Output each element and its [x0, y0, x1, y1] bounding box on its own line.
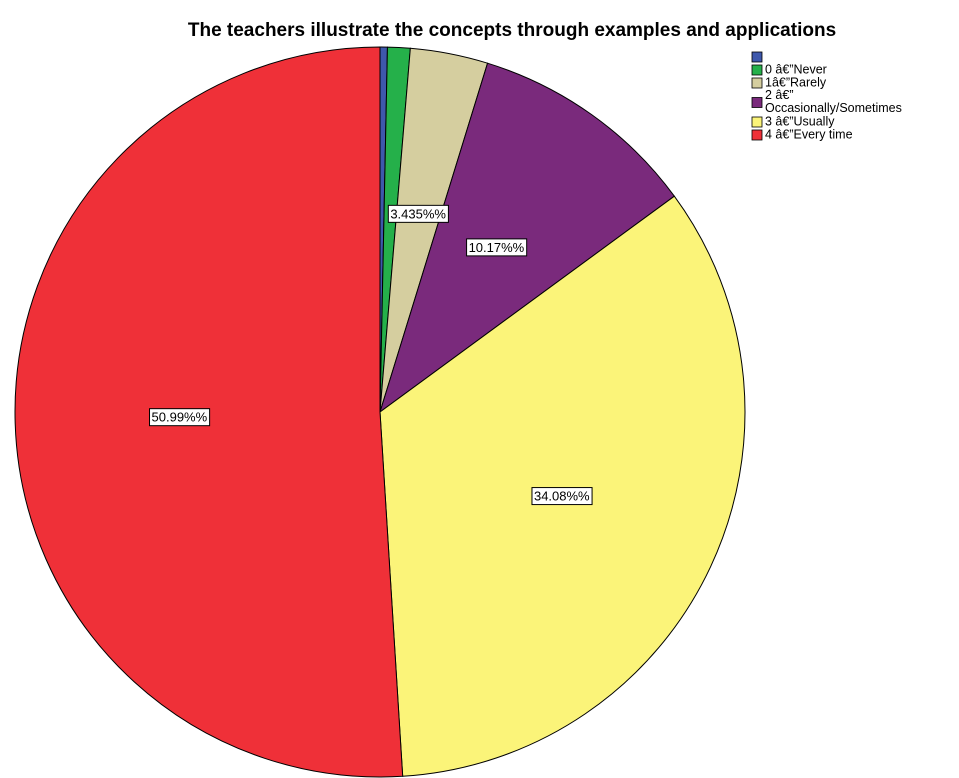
data-label-text: 3.435%% — [390, 206, 446, 221]
legend-swatch — [751, 77, 763, 89]
data-label: 34.08%% — [531, 487, 593, 506]
data-label-box — [531, 487, 593, 506]
data-label-text: 10.17%% — [469, 240, 525, 255]
data-label-box — [387, 204, 449, 223]
pie-slice — [379, 195, 746, 777]
data-label: 50.99%% — [149, 408, 211, 427]
data-label-box — [149, 408, 211, 427]
legend-swatch — [751, 64, 763, 76]
legend-label: 2 â€” Occasionally/Sometimes — [765, 88, 902, 115]
data-label: 10.17%% — [466, 238, 528, 257]
legend-label: 4 â€”Every time — [765, 127, 853, 141]
legend-label: 0 â€”Never — [765, 62, 827, 76]
legend-swatch — [751, 116, 763, 128]
legend-label: 1â€”Rarely — [765, 75, 827, 89]
legend-swatch — [751, 129, 763, 141]
data-label-text: 34.08%% — [534, 489, 590, 504]
legend-label: 3 â€”Usually — [765, 114, 835, 128]
pie-slice — [379, 62, 676, 414]
legend-swatch — [751, 97, 763, 108]
data-label: 3.435%% — [387, 204, 449, 223]
data-label-text: 50.99%% — [152, 410, 208, 425]
data-label-box — [466, 238, 528, 257]
chart-title: The teachers illustrate the concepts thr… — [188, 20, 836, 41]
legend-swatch — [751, 51, 763, 63]
